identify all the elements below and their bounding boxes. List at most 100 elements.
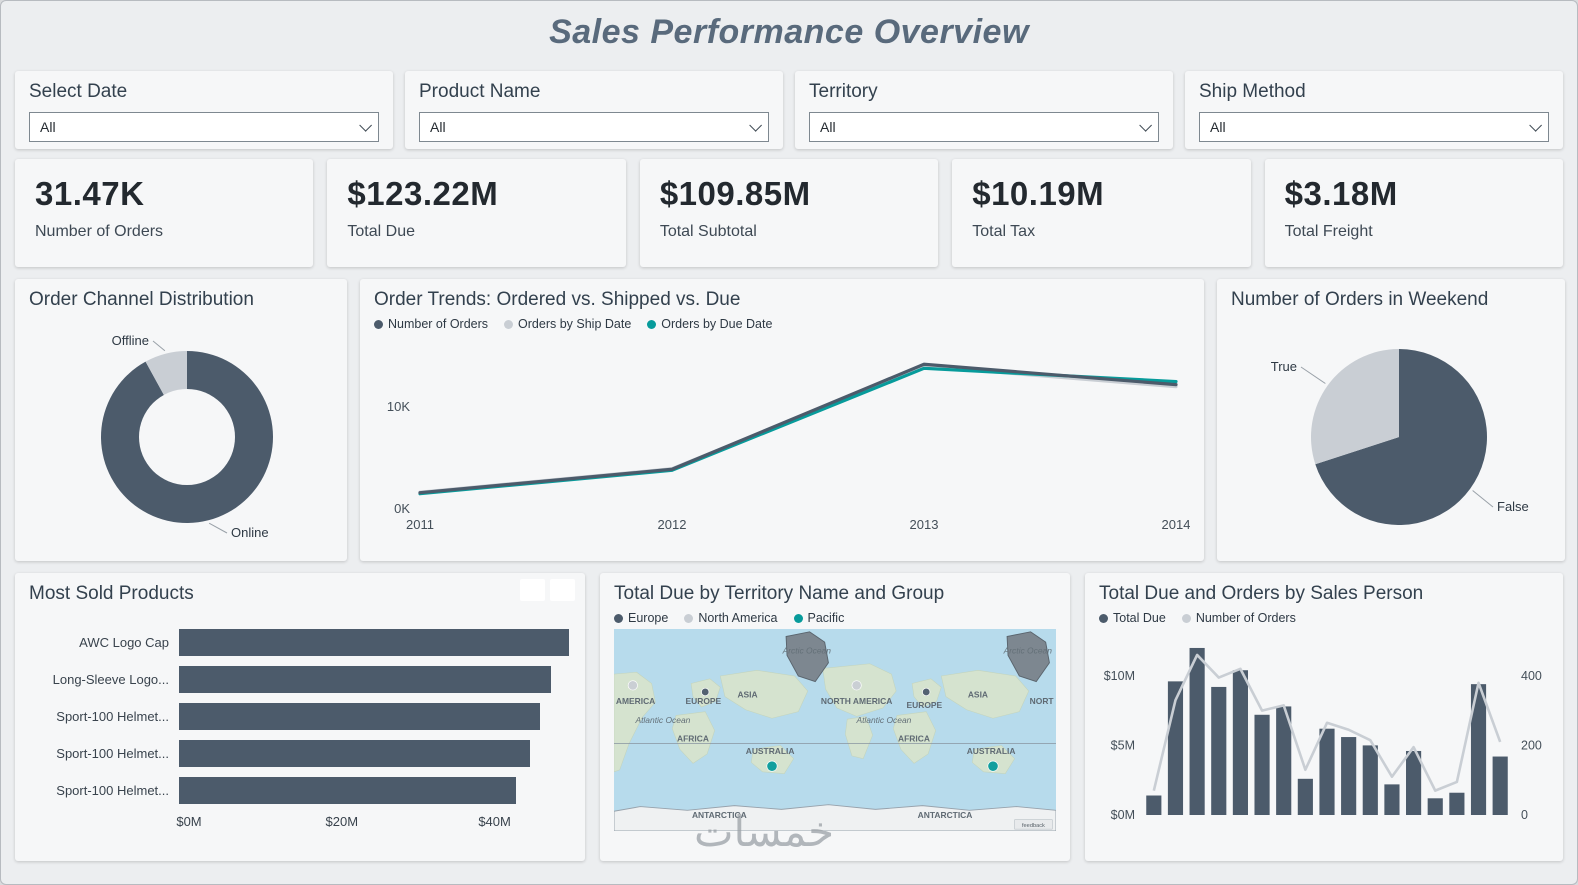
map-label-america: AMERICA (616, 696, 655, 706)
x-axis: $0M $20M $40M (176, 814, 571, 834)
antarctica-landmass (614, 804, 1056, 831)
legend-item-number-of-orders[interactable]: Number of Orders (374, 317, 488, 331)
panel-option-button[interactable] (550, 579, 575, 601)
y-axis-tick: 0K (394, 501, 410, 516)
legend-item-europe[interactable]: Europe (614, 611, 668, 625)
bubble-north-america[interactable] (627, 680, 638, 691)
panel-title: Number of Orders in Weekend (1231, 289, 1489, 310)
bar-sport-100-helmet[interactable] (179, 703, 540, 730)
line-number-of-orders[interactable] (1152, 653, 1502, 792)
bar-total-due[interactable] (1319, 728, 1335, 815)
legend-item-orders-by-due-date[interactable]: Orders by Due Date (647, 317, 772, 331)
legend-item-total-due[interactable]: Total Due (1099, 611, 1166, 625)
panel-title: Total Due and Orders by Sales Person (1099, 583, 1424, 604)
legend-item-pacific[interactable]: Pacific (793, 611, 844, 625)
bubble-pacific[interactable] (766, 760, 778, 772)
bar-long-sleeve-logo[interactable] (179, 666, 552, 693)
line-series-number-of-orders[interactable] (418, 362, 1178, 495)
line-series-orders-by-due-date[interactable] (418, 366, 1178, 496)
bar-total-due[interactable] (1211, 686, 1227, 815)
landmass (940, 670, 1030, 719)
pie-slice-false[interactable] (1315, 349, 1487, 525)
left-axis-tick: $0M (1111, 808, 1135, 822)
bar-total-due[interactable] (1232, 670, 1248, 815)
pie-slice-true[interactable] (1311, 349, 1399, 465)
bar-total-due[interactable] (1297, 778, 1313, 815)
kpi-label: Total Freight (1284, 223, 1373, 240)
legend-label: Europe (628, 611, 669, 625)
map-label-arctic-ocean: Arctic Ocean (782, 645, 832, 655)
map-label-africa: AFRICA (677, 734, 709, 744)
bubble-pacific[interactable] (987, 760, 999, 772)
filter-dropdown-select-date[interactable]: All (29, 112, 379, 142)
donut-chart[interactable]: Offline Online (29, 315, 333, 547)
horizontal-bar-chart[interactable]: AWC Logo Cap Long-Sleeve Logo... Sport-100… (29, 629, 571, 834)
filter-label: Territory (809, 81, 878, 102)
line-chart[interactable]: 0K 10K 2011 2012 2013 2014 (374, 335, 1190, 535)
pie-label: Online (231, 525, 269, 540)
bar-total-due[interactable] (1427, 798, 1443, 815)
legend-item-orders-by-ship-date[interactable]: Orders by Ship Date (504, 317, 631, 331)
bar-total-due[interactable] (1470, 684, 1487, 815)
bar-row: Long-Sleeve Logo... (29, 666, 571, 693)
filter-row: Select Date All Product Name All Territory Al… (15, 71, 1563, 149)
bar-total-due[interactable] (1362, 745, 1378, 815)
bar-track (179, 703, 571, 730)
filter-dropdown-ship-method[interactable]: All (1199, 112, 1549, 142)
feedback-button[interactable] (1014, 819, 1053, 830)
bar-total-due[interactable] (1254, 714, 1270, 815)
bar-total-due[interactable] (1406, 750, 1422, 815)
pie-chart[interactable]: True False (1231, 315, 1551, 547)
filter-dropdown-product-name[interactable]: All (419, 112, 769, 142)
bar-category-label: Long-Sleeve Logo... (52, 672, 169, 687)
bar-sport-100-helmet[interactable] (179, 777, 517, 804)
line-series-orders-by-ship-date[interactable] (418, 364, 1178, 494)
bar-total-due[interactable] (1492, 756, 1508, 815)
panel-total-due-by-sales-person: Total Due and Orders by Sales Person Tot… (1085, 573, 1563, 861)
bar-total-due[interactable] (1276, 706, 1292, 815)
legend-label: Total Due (1113, 611, 1166, 625)
bar-category-label: Sport-100 Helmet... (56, 746, 169, 761)
panel-orders-in-weekend: Number of Orders in Weekend True False (1217, 279, 1565, 561)
bar-total-due[interactable] (1341, 737, 1357, 815)
chevron-down-icon (749, 118, 762, 132)
map-label-europe: EUROPE (686, 696, 722, 706)
map-chart[interactable]: Arctic Ocean Arctic Ocean AMERICA NORTH AME… (614, 629, 1056, 831)
kpi-label: Total Subtotal (659, 223, 757, 240)
bubble-north-america[interactable] (851, 680, 862, 691)
combo-chart[interactable]: $0M $5M $10M 0 200 400 (1099, 629, 1549, 841)
panel-total-due-by-territory: Total Due by Territory Name and Group Eu… (600, 573, 1070, 861)
landmass (751, 745, 794, 774)
bar-total-due[interactable] (1146, 795, 1162, 815)
legend-item-north-america[interactable]: North America (684, 611, 778, 625)
kpi-value: $109.85M (659, 175, 811, 212)
map-label-atlantic-ocean: Atlantic Ocean (634, 715, 690, 725)
legend-item-number-of-orders[interactable]: Number of Orders (1181, 611, 1296, 625)
landmass (719, 670, 809, 719)
bubble-europe[interactable] (922, 687, 931, 697)
bar-total-due[interactable] (1449, 792, 1465, 815)
legend-dot (374, 319, 383, 329)
bar-total-due[interactable] (1384, 784, 1400, 815)
legend-dot (647, 319, 657, 329)
map-label-asia: ASIA (737, 690, 757, 700)
x-axis-tick: $40M (478, 814, 511, 829)
x-axis-tick: 2011 (406, 517, 434, 532)
legend-label: Orders by Due Date (661, 317, 773, 331)
bubble-europe[interactable] (701, 687, 710, 697)
kpi-card-total-freight: $3.18M Total Freight (1264, 159, 1564, 267)
kpi-value: $3.18M (1284, 175, 1398, 212)
pie-label: Offline (112, 333, 149, 348)
filter-dropdown-territory[interactable]: All (809, 112, 1159, 142)
chevron-down-icon (359, 118, 372, 132)
bar-sport-100-helmet[interactable] (179, 740, 531, 767)
legend-dot (614, 613, 623, 623)
legend-dot (1181, 613, 1191, 623)
panel-order-trends: Order Trends: Ordered vs. Shipped vs. Du… (360, 279, 1204, 561)
legend-dot (1099, 613, 1108, 623)
bar-total-due[interactable] (1189, 647, 1205, 815)
panel-option-button[interactable] (520, 579, 545, 601)
bar-track (179, 777, 571, 804)
bar-awc-logo-cap[interactable] (179, 629, 570, 656)
bar-category-label: AWC Logo Cap (79, 635, 169, 650)
